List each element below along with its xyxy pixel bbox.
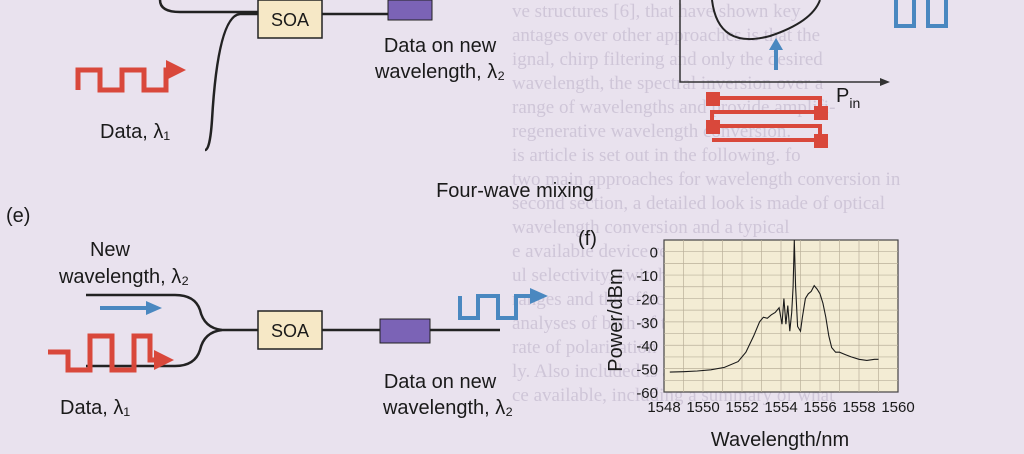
top-data-new-line1: Data on new [384,35,497,57]
top-axis-arrow [880,78,890,86]
top-red-mark-3 [706,120,720,134]
top-data-new-line2: wavelength, λ₂ [374,61,505,83]
x-tick-label: 1548 [647,399,680,416]
y-tick-label: -40 [636,338,658,355]
y-tick-label: -20 [636,291,658,308]
top-blue-output-pulse [894,0,948,28]
top-red-modulation [710,96,822,142]
panel-e-data-new-line2: wavelength, λ₂ [382,397,513,419]
x-tick-label: 1560 [881,399,914,416]
panel-e-blue-output-pulse [458,294,534,320]
panel-e-blue-output-head [530,288,548,304]
spectrum-y-ticks: 0 -10 -20 -30 -40 -50 -60 [636,245,658,402]
y-tick-label: -60 [636,385,658,402]
panel-f: (f) 0 -10 -20 -30 -40 -50 -60 1548 1550 1552 1554… [578,228,915,451]
x-tick-label: 1556 [803,399,836,416]
spectrum-grid [664,240,898,392]
y-tick-label: -30 [636,315,658,332]
panel-f-tag: (f) [578,228,597,250]
background-text-line: is article is set out in the following. … [512,145,801,166]
background-text-line: wavelength conversion and a typical [512,217,790,238]
top-red-mark-2 [814,106,828,120]
top-red-data-pulse [75,60,186,93]
panel-e-red-data-pulse [48,333,174,373]
panel-e-data-new-line1: Data on new [384,371,497,393]
background-text-line: antages over other approaches is that th… [512,25,821,46]
y-tick-label: 0 [650,245,658,262]
top-fiber-upper [158,0,258,14]
background-text-line: ve structures [6], that have shown key [512,1,801,22]
x-tick-label: 1550 [686,399,719,416]
y-tick-label: -50 [636,362,658,379]
spectrum-x-ticks: 1548 1550 1552 1554 1556 1558 1560 [647,399,914,416]
top-soa-box [257,0,323,39]
background-text-line: wavelength, the spectral inversion over … [512,73,824,94]
spectrum-y-axis-label: Power/dBm [605,268,627,371]
panel-e-new-line1: New [90,239,131,261]
top-pin-label: Pin [836,85,860,111]
panel-e-data-label: Data, λ₁ [60,397,130,419]
x-tick-label: 1552 [725,399,758,416]
background-text-line: second section, a detailed look is made … [512,193,886,214]
top-red-mark-4 [814,134,828,148]
top-bias-arrow-head [769,38,783,50]
x-tick-label: 1554 [764,399,797,416]
background-text-line: ignal, chirp filtering and only the desi… [512,49,823,70]
top-data-label: Data, λ₁ [100,121,170,143]
x-tick-label: 1558 [842,399,875,416]
panel-e-probe-arrow-head [146,301,162,315]
top-axes [679,0,880,83]
top-panel: SOA Data on new wavelength, λ₂ Data, λ₁ … [75,0,948,152]
panel-e-new-line2: wavelength, λ₂ [58,266,189,288]
panel-e-soa-label: SOA [271,321,309,341]
spectrum-x-axis-label: Wavelength/nm [711,429,849,451]
section-title: Four-wave mixing [436,180,594,202]
background-text-line: two main approaches for wavelength conve… [512,169,901,190]
panel-e-fiber-upper [86,293,258,332]
top-transfer-curve [711,0,821,41]
panel-e-filter [379,318,431,344]
panel-e-fiber-lower [86,328,223,368]
top-fiber-lower [204,12,258,152]
spectrum-line [669,239,879,373]
background-text-line: rate of polarization [512,337,657,358]
top-filter [387,0,433,21]
top-soa-label: SOA [271,10,309,30]
top-red-mark-1 [706,92,720,106]
y-tick-label: -10 [636,268,658,285]
panel-e: (e) New wavelength, λ₂ Data, λ₁ SOA Data… [6,205,548,419]
panel-e-tag: (e) [6,205,30,227]
